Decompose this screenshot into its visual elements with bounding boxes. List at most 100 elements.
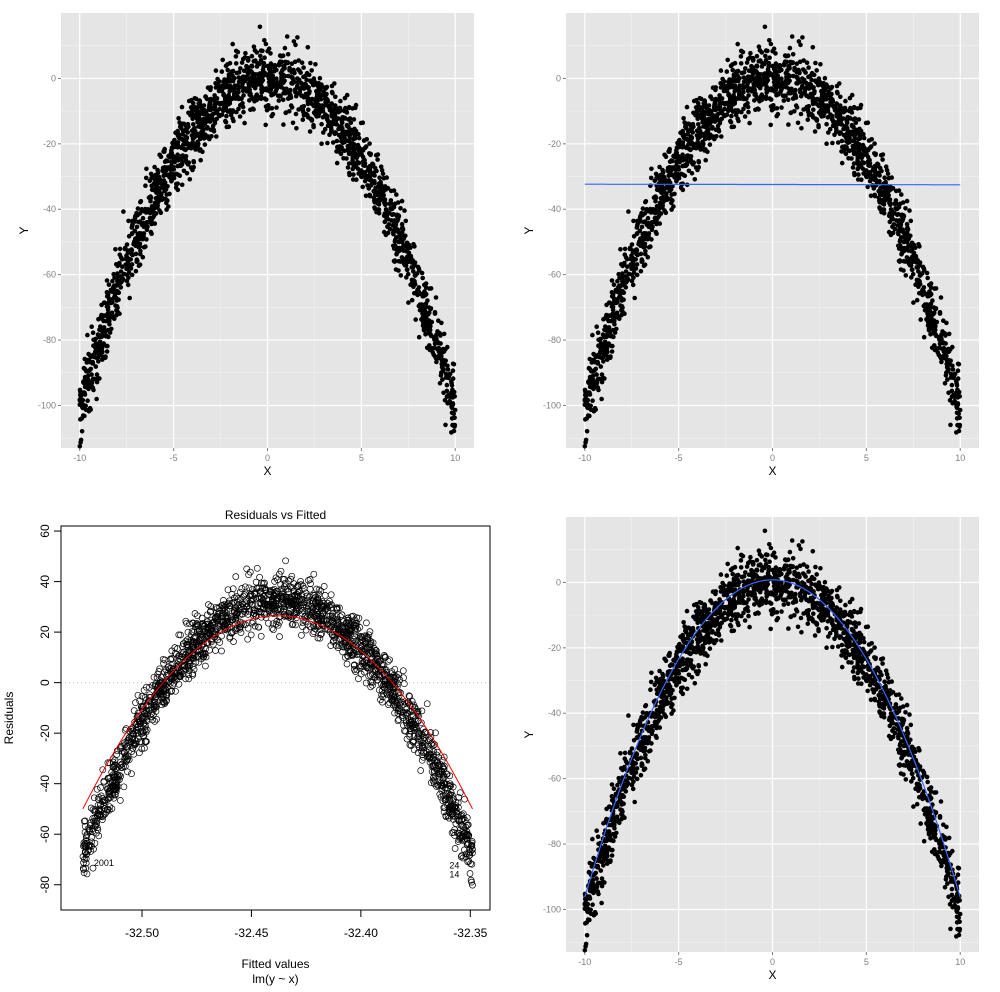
data-point [250, 54, 255, 59]
data-point [779, 68, 784, 73]
data-point [850, 93, 855, 98]
data-point [957, 928, 962, 933]
data-point [602, 376, 607, 381]
data-point [793, 89, 798, 94]
data-point [708, 142, 713, 147]
data-point [856, 146, 861, 151]
data-point [789, 614, 794, 619]
data-point [382, 230, 387, 235]
data-point [806, 75, 811, 80]
data-point [811, 107, 816, 112]
data-point [599, 364, 604, 369]
data-point [126, 263, 131, 268]
data-point [332, 81, 337, 86]
data-point [290, 61, 295, 66]
data-point [201, 127, 206, 132]
y-tick-label: -60 [43, 270, 56, 280]
data-point [783, 80, 788, 85]
data-point [824, 122, 829, 127]
data-point [593, 353, 598, 358]
data-point [424, 316, 429, 321]
data-point [950, 364, 955, 369]
data-point [816, 83, 821, 88]
data-point [771, 64, 776, 69]
data-point [718, 121, 723, 126]
data-point [760, 64, 765, 69]
data-point [203, 94, 208, 99]
data-point [169, 152, 174, 157]
data-point [898, 239, 903, 244]
data-point [729, 101, 734, 106]
data-point [354, 103, 359, 108]
data-point [846, 135, 851, 140]
data-point [813, 61, 818, 66]
data-point [190, 128, 195, 133]
data-point [139, 231, 144, 236]
data-point [259, 84, 264, 89]
data-point [86, 358, 91, 363]
data-point [675, 172, 680, 177]
data-point [743, 66, 748, 71]
data-point [306, 45, 311, 50]
data-point [731, 109, 736, 114]
data-point [135, 235, 140, 240]
data-point [662, 175, 667, 180]
data-point [955, 406, 960, 411]
data-point [443, 423, 448, 428]
data-point [430, 350, 435, 355]
data-point [241, 105, 246, 110]
data-point [950, 389, 955, 394]
data-point [667, 165, 672, 170]
data-point [911, 300, 916, 305]
data-point [851, 148, 856, 153]
data-point [172, 138, 177, 143]
y-tick-label: -20 [548, 643, 561, 653]
data-point [238, 66, 243, 71]
data-point [89, 372, 94, 377]
data-point [714, 97, 719, 102]
data-point [80, 429, 85, 434]
data-point [803, 87, 808, 92]
data-point [722, 113, 727, 118]
data-point [865, 174, 870, 179]
data-point [400, 226, 405, 231]
data-point [368, 153, 373, 158]
data-point [400, 222, 405, 227]
data-point [433, 310, 438, 315]
data-point [266, 88, 271, 93]
data-point [852, 173, 857, 178]
data-point [144, 167, 149, 172]
data-point [900, 246, 905, 251]
data-point [917, 291, 922, 296]
data-point [829, 102, 834, 107]
data-point [105, 349, 110, 354]
data-point [217, 113, 222, 118]
data-point [411, 242, 416, 247]
data-point [610, 344, 615, 349]
data-point [188, 177, 193, 182]
data-point [126, 283, 131, 288]
data-point [942, 331, 947, 336]
data-point [281, 64, 286, 69]
data-point [846, 644, 851, 649]
data-point [242, 121, 247, 126]
data-point [906, 243, 911, 248]
data-point [356, 153, 361, 158]
data-point [401, 237, 406, 242]
data-point [854, 141, 859, 146]
data-point [925, 276, 930, 281]
data-point [174, 186, 179, 191]
data-point [306, 107, 311, 112]
data-point [939, 360, 944, 365]
data-point [451, 401, 456, 406]
data-point [156, 194, 161, 199]
data-point [795, 105, 800, 110]
data-point [864, 121, 869, 126]
data-point [260, 71, 265, 76]
data-point [654, 218, 659, 223]
data-point [722, 107, 727, 112]
data-point [264, 104, 269, 109]
data-point [615, 279, 620, 284]
data-point [891, 231, 896, 236]
data-point [447, 372, 452, 377]
